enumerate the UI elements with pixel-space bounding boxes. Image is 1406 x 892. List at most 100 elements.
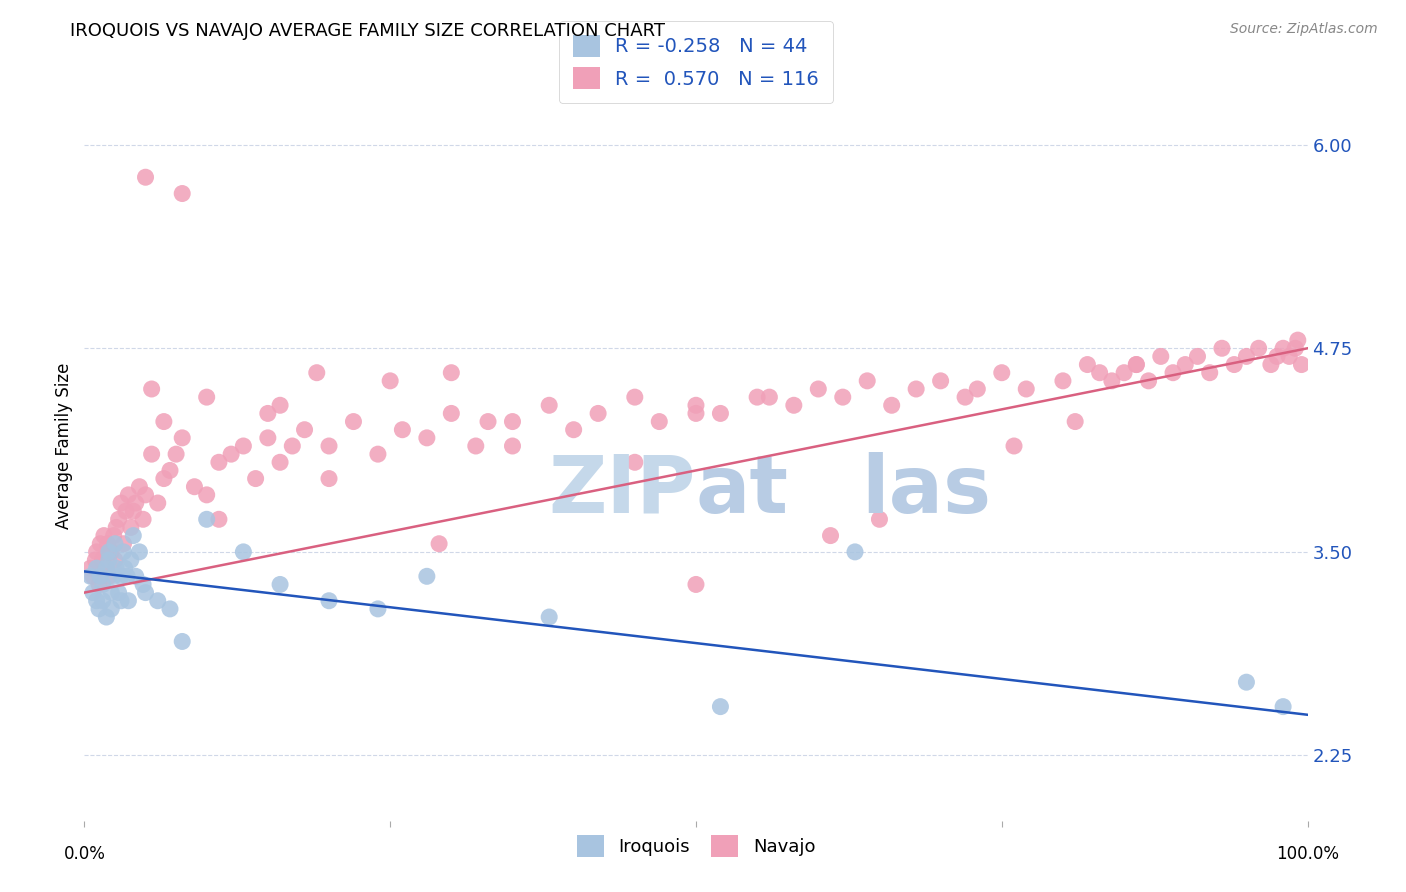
Point (232, 545, 254, 559)
Point (685, 398, 707, 412)
Point (141, 382, 163, 396)
Point (1174, 358, 1197, 372)
Point (132, 577, 155, 591)
Point (104, 537, 127, 551)
Point (1247, 341, 1270, 355)
Point (1211, 341, 1233, 355)
Point (709, 699, 731, 714)
Point (342, 415, 364, 429)
Point (117, 488, 139, 502)
Point (1236, 675, 1258, 690)
Point (89, 569, 111, 583)
Point (195, 512, 218, 526)
Point (183, 480, 205, 494)
Point (624, 455, 647, 469)
Point (146, 593, 169, 607)
Point (1291, 358, 1313, 372)
Point (117, 593, 139, 607)
Point (758, 390, 780, 404)
Point (562, 423, 585, 437)
Point (538, 610, 561, 624)
Point (586, 406, 609, 420)
Point (269, 398, 291, 412)
Point (416, 431, 439, 445)
Point (318, 593, 340, 607)
Point (416, 569, 439, 583)
Point (245, 472, 267, 486)
Point (146, 496, 169, 510)
Point (165, 447, 187, 461)
Point (1064, 415, 1087, 429)
Text: 100.0%: 100.0% (1277, 845, 1339, 863)
Text: Source: ZipAtlas.com: Source: ZipAtlas.com (1230, 22, 1378, 37)
Point (153, 472, 176, 486)
Point (122, 504, 145, 518)
Point (79, 569, 101, 583)
Point (159, 602, 181, 616)
Point (269, 577, 291, 591)
Point (391, 423, 413, 437)
Point (93, 528, 115, 542)
Point (89, 537, 111, 551)
Point (100, 545, 122, 559)
Point (97, 545, 120, 559)
Point (172, 431, 194, 445)
Point (1236, 350, 1258, 364)
Point (464, 439, 486, 453)
Point (153, 415, 176, 429)
Text: las: las (860, 452, 991, 530)
Point (107, 512, 129, 526)
Point (232, 439, 254, 453)
Point (79, 561, 101, 575)
Text: IROQUOIS VS NAVAJO AVERAGE FAMILY SIZE CORRELATION CHART: IROQUOIS VS NAVAJO AVERAGE FAMILY SIZE C… (70, 22, 665, 40)
Point (112, 537, 135, 551)
Point (1272, 699, 1295, 714)
Point (783, 398, 806, 412)
Point (159, 463, 181, 477)
Point (685, 406, 707, 420)
Point (195, 488, 218, 502)
Point (128, 480, 150, 494)
Point (966, 382, 988, 396)
Point (82, 569, 104, 583)
Point (107, 585, 129, 599)
Point (685, 577, 707, 591)
Point (1278, 350, 1301, 364)
Point (112, 545, 135, 559)
Point (135, 170, 157, 185)
Point (1114, 366, 1136, 380)
Point (440, 406, 463, 420)
Point (502, 415, 524, 429)
Point (1052, 374, 1074, 388)
Point (172, 186, 194, 201)
Point (97, 569, 120, 583)
Point (122, 528, 145, 542)
Point (195, 390, 218, 404)
Legend: Iroquois, Navajo: Iroquois, Navajo (569, 828, 823, 864)
Point (1076, 358, 1098, 372)
Point (991, 366, 1014, 380)
Point (105, 561, 128, 575)
Point (367, 602, 389, 616)
Point (141, 447, 163, 461)
Point (91, 553, 114, 567)
Point (103, 569, 125, 583)
Point (502, 439, 524, 453)
Point (103, 528, 125, 542)
Point (1015, 382, 1038, 396)
Point (1002, 439, 1025, 453)
Point (380, 374, 402, 388)
Point (1137, 374, 1160, 388)
Point (120, 520, 142, 534)
Point (96, 561, 118, 575)
Point (807, 382, 830, 396)
Point (96, 610, 118, 624)
Point (1286, 333, 1309, 347)
Point (110, 496, 132, 510)
Point (929, 374, 952, 388)
Point (97, 553, 120, 567)
Point (905, 382, 928, 396)
Point (856, 374, 879, 388)
Point (1125, 358, 1147, 372)
Point (820, 528, 842, 542)
